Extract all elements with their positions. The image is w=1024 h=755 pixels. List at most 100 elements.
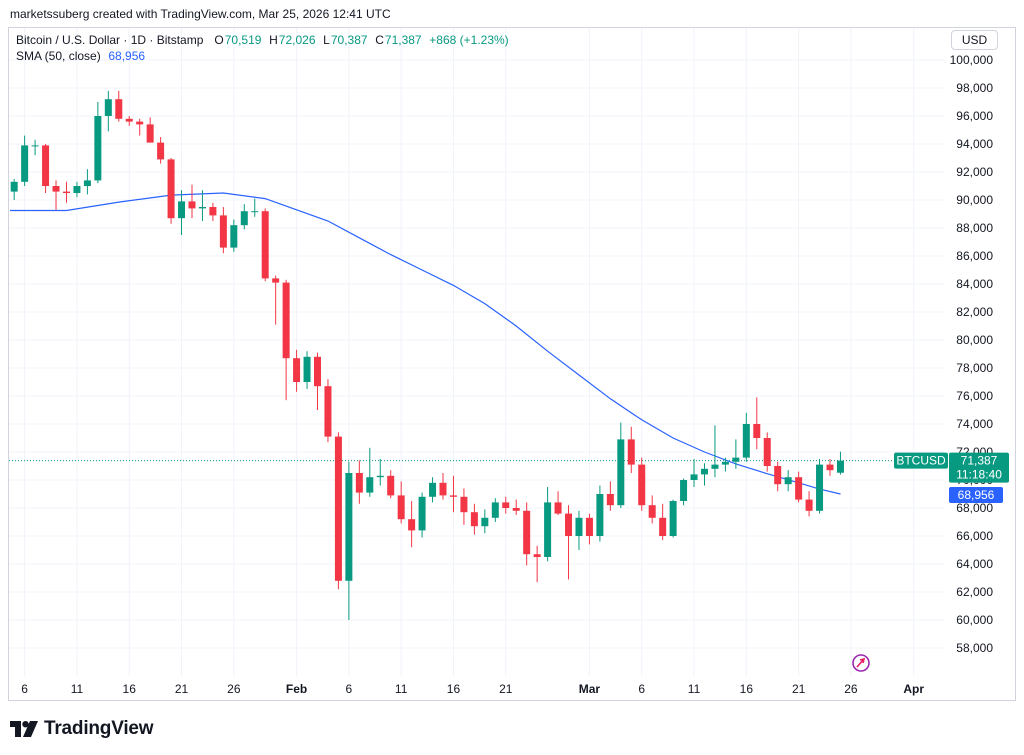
candle-down xyxy=(502,502,510,508)
x-tick-label: 11 xyxy=(688,682,701,696)
x-tick-label: 21 xyxy=(175,682,189,696)
y-tick-label: 86,000 xyxy=(956,249,993,263)
chart-frame xyxy=(8,27,1016,701)
sma-value: 68,956 xyxy=(108,49,146,63)
last-price-tag-bg xyxy=(949,452,1009,483)
candle-down xyxy=(136,121,144,125)
y-tick-label: 78,000 xyxy=(956,361,993,375)
y-tick-label: 92,000 xyxy=(956,165,993,179)
candle-down xyxy=(763,438,771,466)
candle-down xyxy=(167,159,175,219)
candle-series xyxy=(10,90,844,620)
magic-icon-arrow xyxy=(856,657,866,668)
candle-up xyxy=(31,145,39,147)
candle-up xyxy=(491,502,499,518)
candle-down xyxy=(826,464,834,471)
candle-up xyxy=(198,207,206,209)
candle-up xyxy=(784,477,792,485)
candle-down xyxy=(795,477,803,500)
candle-up xyxy=(481,517,489,527)
y-tick-label: 84,000 xyxy=(956,277,993,291)
candle-up xyxy=(418,496,426,531)
candle-up xyxy=(240,211,248,226)
x-tick-label: 16 xyxy=(740,682,754,696)
candle-up xyxy=(230,225,238,248)
candle-down xyxy=(439,482,447,496)
y-tick-label: 66,000 xyxy=(956,529,993,543)
candle-down xyxy=(659,517,667,536)
candle-up xyxy=(303,356,311,382)
candle-up xyxy=(429,482,437,497)
x-tick-label: 6 xyxy=(638,682,645,696)
legend-high-label: H xyxy=(269,33,278,47)
y-tick-label: 82,000 xyxy=(956,305,993,319)
y-tick-label: 68,000 xyxy=(956,501,993,515)
candle-down xyxy=(115,99,123,119)
sma-series xyxy=(9,192,944,495)
tradingview-logo[interactable]: TradingView xyxy=(10,718,154,740)
y-tick-label: 98,000 xyxy=(956,81,993,95)
candle-down xyxy=(387,475,395,496)
y-tick-label: 94,000 xyxy=(956,137,993,151)
x-tick-label: 26 xyxy=(844,682,858,696)
legend-close-label: C xyxy=(375,33,384,47)
candle-down xyxy=(627,439,635,465)
y-tick-label: 58,000 xyxy=(956,641,993,655)
legend-symbol: Bitcoin / U.S. Dollar · 1D · Bitstamp xyxy=(16,33,204,47)
candle-up xyxy=(836,460,844,473)
candle-down xyxy=(261,211,269,279)
currency-button[interactable]: USD xyxy=(951,30,998,50)
symbol-tag-text: BTCUSD xyxy=(896,454,946,468)
candle-up xyxy=(721,461,729,465)
candle-down xyxy=(470,512,478,527)
magic-icon-ring xyxy=(852,654,870,672)
candle-down xyxy=(606,494,614,506)
candle-down xyxy=(355,473,363,493)
legend-open-value: 70,519 xyxy=(224,33,262,47)
y-tick-label: 62,000 xyxy=(956,585,993,599)
candle-down xyxy=(408,519,416,531)
candle-down xyxy=(648,505,656,518)
countdown-tag-text: 11:18:40 xyxy=(956,468,1002,482)
tradingview-logo-icon xyxy=(10,721,38,737)
candle-up xyxy=(251,211,259,213)
candle-down xyxy=(753,424,761,438)
sma-line xyxy=(10,192,841,495)
candle-up xyxy=(596,494,604,536)
candle-up xyxy=(366,477,374,493)
sma-label: SMA (50, close) xyxy=(16,49,101,63)
candle-up xyxy=(94,116,102,181)
x-tick-label: 6 xyxy=(21,682,28,696)
candle-down xyxy=(585,517,593,536)
x-tick-label: 16 xyxy=(123,682,137,696)
candle-down xyxy=(282,282,290,359)
candle-up xyxy=(617,439,625,506)
x-tick-label: Mar xyxy=(579,682,601,696)
legend-ohlc: Bitcoin / U.S. Dollar · 1D · Bitstamp O7… xyxy=(16,33,510,47)
candle-up xyxy=(104,99,112,116)
candle-up xyxy=(711,464,719,469)
x-tick-label: 6 xyxy=(346,682,353,696)
sma-tag-text: 68,956 xyxy=(958,488,995,502)
candle-down xyxy=(805,499,813,511)
legend-open-label: O xyxy=(214,33,224,47)
candle-up xyxy=(178,201,186,219)
candle-up xyxy=(575,517,583,536)
x-tick-label: 21 xyxy=(792,682,806,696)
y-tick-label: 64,000 xyxy=(956,557,993,571)
x-tick-label: Feb xyxy=(286,682,307,696)
candle-up xyxy=(73,186,81,193)
candle-up xyxy=(10,181,18,192)
legend-low-value: 70,387 xyxy=(330,33,368,47)
y-tick-label: 90,000 xyxy=(956,193,993,207)
candle-down xyxy=(125,118,133,122)
candle-down xyxy=(324,386,332,437)
y-tick-label: 100,000 xyxy=(950,53,994,67)
candle-up xyxy=(669,501,677,536)
candle-down xyxy=(146,124,154,143)
tradingview-brand: TradingView xyxy=(44,718,154,739)
candle-down xyxy=(533,554,541,557)
x-tick-label: 26 xyxy=(227,682,241,696)
x-tick-label: Apr xyxy=(903,682,924,696)
